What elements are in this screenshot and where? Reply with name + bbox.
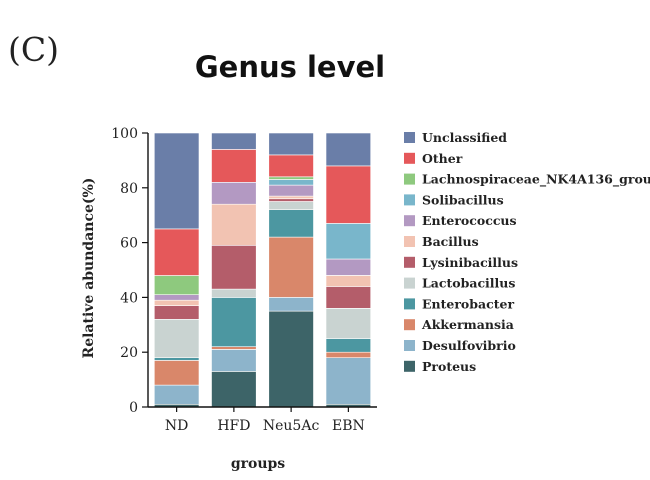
bar-segment-nd-other [154, 228, 200, 276]
x-tick-label: ND [165, 418, 188, 434]
legend-swatch [404, 173, 415, 185]
bar-segment-ebn-unclassified [325, 132, 372, 167]
legend: Unclassified Other Lachnospiraceae_NK4A136… [404, 130, 650, 374]
legend-label: Solibacillus [422, 192, 504, 207]
axes-group: ND HFD Neu5Ac EBN 0 20 40 60 80 100 [111, 126, 377, 434]
legend-label: Akkermansia [421, 317, 514, 332]
bar-segment-hfd-desulfovibrio [211, 349, 257, 372]
bar-segment-neu5ac-bacillus [268, 195, 314, 200]
bar-segment-neu5ac-lactobacillus [268, 201, 314, 210]
bar-segment-ebn-desulfovibrio [325, 357, 372, 405]
y-axis-title: Relative abundance(%) [81, 178, 97, 359]
x-tick-label: EBN [332, 418, 365, 434]
bar-segment-nd-enterococcus [154, 294, 200, 301]
bar-segment-ebn-other [325, 165, 372, 224]
bar-segment-nd-lachnospiraceae-nk4a136-group [154, 275, 200, 296]
legend-label: Proteus [422, 359, 476, 374]
legend-swatch [404, 194, 415, 206]
legend-label: Lachnospiraceae_NK4A136_group [422, 172, 650, 188]
bar-segment-ebn-solibacillus [325, 223, 372, 260]
chart-title: Genus level [194, 50, 386, 84]
bar-segment-ebn-enterobacter [325, 338, 372, 353]
legend-label: Enterococcus [422, 213, 517, 228]
bar-segment-hfd-proteus [211, 371, 257, 408]
bar-segment-hfd-enterococcus [211, 182, 257, 205]
x-axis-title: groups [231, 456, 285, 472]
x-tick-label: Neu5Ac [263, 418, 320, 434]
bar-segment-hfd-bacillus [211, 203, 257, 246]
y-tick-label: 40 [120, 290, 138, 306]
bars-group [154, 132, 372, 408]
bar-segment-ebn-enterococcus [325, 258, 372, 276]
bar-segment-neu5ac-enterococcus [268, 184, 314, 197]
legend-swatch [404, 152, 415, 164]
bar-segment-neu5ac-enterobacter [268, 209, 314, 238]
legend-swatch [404, 298, 415, 310]
legend-label: Lysinibacillus [422, 255, 518, 270]
legend-swatch [404, 360, 415, 372]
bar-segment-nd-lactobacillus [154, 318, 200, 358]
legend-label: Lactobacillus [422, 276, 515, 291]
bar-segment-hfd-other [211, 149, 257, 183]
bar-segment-neu5ac-proteus [268, 310, 314, 408]
legend-label: Desulfovibrio [422, 338, 516, 353]
bar-segment-ebn-lactobacillus [325, 308, 372, 339]
y-tick-label: 20 [120, 345, 138, 361]
panel-label: (C) [8, 30, 59, 69]
legend-swatch [404, 277, 415, 289]
bar-segment-hfd-lysinibacillus [211, 245, 257, 290]
legend-label: Bacillus [422, 234, 479, 249]
bar-segment-ebn-lysinibacillus [325, 286, 372, 309]
bar-segment-nd-desulfovibrio [154, 384, 200, 405]
y-tick-label: 60 [120, 236, 138, 252]
bar-segment-hfd-akkermansia [211, 346, 257, 350]
bar-segment-neu5ac-other [268, 154, 314, 178]
bar-segment-nd-akkermansia [154, 360, 200, 386]
y-tick-label: 100 [111, 126, 138, 142]
bar-segment-hfd-enterobacter [211, 297, 257, 347]
legend-swatch [404, 319, 415, 331]
bar-segment-hfd-unclassified [211, 132, 257, 150]
x-tick-label: HFD [217, 418, 250, 434]
bar-segment-neu5ac-desulfovibrio [268, 297, 314, 312]
legend-swatch [404, 340, 415, 351]
y-tick-label: 80 [120, 181, 138, 197]
bar-segment-nd-enterobacter [154, 357, 200, 361]
bar-segment-neu5ac-solibacillus [268, 179, 314, 186]
bar-segment-neu5ac-lachnospiraceae-nk4a136-group [268, 176, 314, 180]
legend-swatch [404, 256, 415, 268]
legend-swatch [404, 215, 415, 227]
y-tick-label: 0 [129, 400, 138, 416]
bar-segment-ebn-akkermansia [325, 351, 372, 359]
bar-segment-nd-bacillus [154, 299, 200, 306]
legend-label: Unclassified [422, 130, 507, 145]
bar-segment-hfd-lactobacillus [211, 288, 257, 298]
bar-segment-neu5ac-akkermansia [268, 236, 314, 298]
bar-segment-ebn-bacillus [325, 275, 372, 287]
bar-segment-nd-lysinibacillus [154, 305, 200, 320]
legend-swatch [404, 132, 415, 143]
bar-segment-neu5ac-unclassified [268, 132, 314, 156]
legend-label: Other [422, 151, 463, 166]
legend-label: Enterobacter [422, 296, 514, 311]
bar-segment-neu5ac-lysinibacillus [268, 198, 314, 202]
legend-swatch [404, 236, 415, 247]
bar-segment-nd-unclassified [154, 132, 200, 230]
